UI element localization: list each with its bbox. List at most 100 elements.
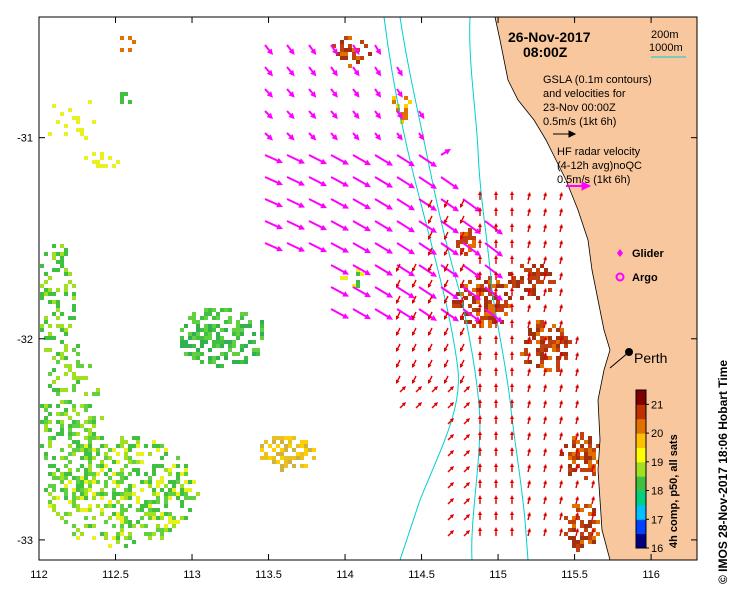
sst-pixel — [84, 448, 88, 452]
sst-pixel — [88, 444, 92, 448]
sst-pixel — [48, 332, 52, 336]
sst-pixel — [592, 536, 596, 540]
gsla-arrow — [527, 496, 531, 505]
sst-pixel — [588, 524, 592, 528]
sst-pixel — [268, 456, 272, 460]
sst-pixel — [468, 228, 472, 232]
sst-pixel — [92, 496, 96, 500]
sst-pixel — [80, 484, 84, 488]
sst-pixel — [552, 340, 556, 344]
sst-pixel — [152, 468, 156, 472]
sst-pixel — [76, 496, 80, 500]
gsla-arrow — [478, 415, 482, 424]
sst-pixel — [140, 516, 144, 520]
sst-pixel — [528, 360, 532, 364]
colorbar-segment — [636, 433, 646, 448]
sst-pixel — [120, 492, 124, 496]
sst-pixel — [184, 480, 188, 484]
gsla-arrow — [543, 256, 547, 265]
sst-pixel — [160, 528, 164, 532]
sst-pixel — [552, 348, 556, 352]
sst-pixel — [352, 52, 356, 56]
colorbar-title: 4h comp, p50, all sats — [668, 434, 680, 548]
sst-pixel — [484, 296, 488, 300]
gsla-arrow — [447, 498, 454, 505]
sst-pixel — [548, 368, 552, 372]
sst-pixel — [180, 488, 184, 492]
gsla-arrow — [494, 287, 498, 296]
sst-pixel — [528, 292, 532, 296]
sst-pixel — [188, 316, 192, 320]
sst-pixel — [200, 360, 204, 364]
sst-pixel — [272, 448, 276, 452]
sst-pixel — [508, 304, 512, 308]
sst-pixel — [280, 468, 284, 472]
sst-pixel — [92, 436, 96, 440]
gsla-arrow — [396, 295, 401, 304]
x-tick-label: 114 — [336, 569, 354, 581]
sst-pixel — [96, 388, 100, 392]
gsla-arrow — [527, 528, 531, 537]
sst-pixel — [116, 460, 120, 464]
sst-pixel — [60, 516, 64, 520]
sst-pixel — [120, 504, 124, 508]
sst-pixel — [188, 336, 192, 340]
sst-pixel — [404, 108, 408, 112]
sst-pixel — [80, 508, 84, 512]
sst-pixel — [548, 280, 552, 284]
gsla-arrow — [510, 351, 514, 360]
hf-arrow — [352, 154, 371, 166]
gsla-arrow — [494, 191, 498, 200]
gsla-arrow — [431, 402, 438, 409]
sst-pixel — [168, 472, 172, 476]
sst-pixel — [192, 356, 196, 360]
sst-pixel — [468, 280, 472, 284]
sst-pixel — [576, 544, 580, 548]
sst-pixel — [92, 392, 96, 396]
sst-pixel — [68, 500, 72, 504]
hf-arrow — [264, 132, 273, 141]
sst-pixel — [76, 484, 80, 488]
sst-pixel — [120, 440, 124, 444]
hf-arrow — [330, 132, 338, 141]
sst-pixel — [72, 348, 76, 352]
sst-pixel — [456, 240, 460, 244]
sst-pixel — [480, 316, 484, 320]
sst-pixel — [76, 344, 80, 348]
sst-pixel — [576, 540, 580, 544]
sst-pixel — [572, 452, 576, 456]
sst-pixel — [548, 288, 552, 292]
sst-pixel — [272, 436, 276, 440]
hf-arrow — [396, 132, 403, 141]
gsla-scale: 0.5m/s (1kt 6h) — [543, 116, 616, 128]
sst-pixel — [580, 436, 584, 440]
gsla-arrow — [494, 271, 498, 280]
sst-pixel — [584, 440, 588, 444]
gsla-arrow — [478, 399, 482, 408]
x-tick-label: 115 — [489, 569, 507, 581]
gsla-arrow — [527, 272, 531, 281]
hf-arrow — [374, 88, 382, 98]
gsla-line-2: and velocities for — [543, 88, 626, 100]
hf-arrow — [374, 220, 393, 232]
hf-arrow — [396, 110, 403, 120]
sst-pixel — [116, 540, 120, 544]
gsla-arrow — [428, 295, 433, 304]
hf-arrow — [418, 110, 425, 120]
sst-pixel — [164, 524, 168, 528]
sst-pixel — [468, 304, 472, 308]
hf-arrow — [264, 44, 273, 55]
hf-arrow — [330, 264, 349, 275]
sst-pixel — [592, 472, 596, 476]
sst-pixel — [100, 464, 104, 468]
sst-pixel — [556, 328, 560, 332]
sst-pixel — [548, 356, 552, 360]
sst-pixel — [572, 544, 576, 548]
sst-pixel — [180, 504, 184, 508]
sst-pixel — [576, 548, 580, 552]
sst-pixel — [568, 464, 572, 468]
sst-pixel — [152, 440, 156, 444]
sst-pixel — [516, 280, 520, 284]
sst-pixel — [136, 472, 140, 476]
sst-pixel — [220, 340, 224, 344]
